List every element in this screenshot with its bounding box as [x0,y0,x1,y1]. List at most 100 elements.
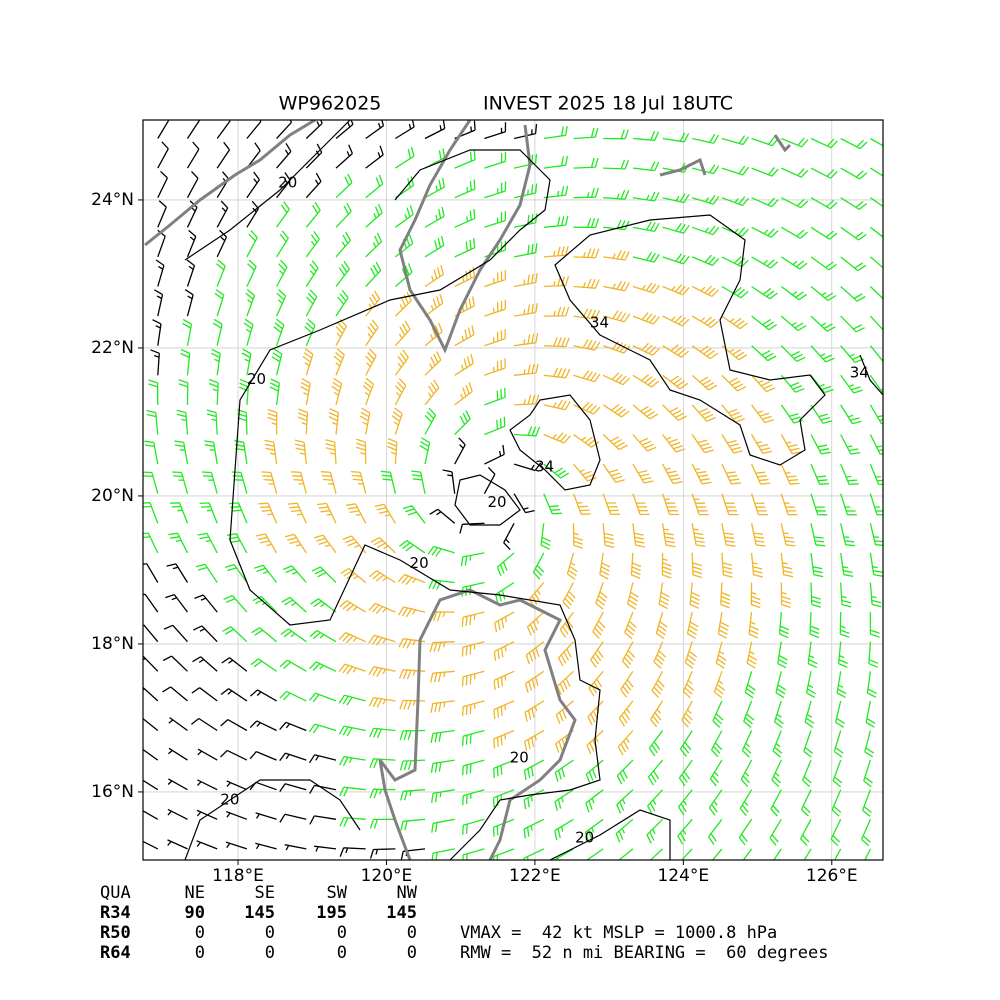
wind-barb [780,434,802,455]
wind-barb [269,378,281,405]
wind-barb [840,345,865,364]
wind-barb [721,165,750,176]
wind-barb [335,173,353,199]
wind-barb [280,628,307,643]
wind-barb [630,552,642,580]
wind-barb [513,493,535,514]
wind-barb [454,238,476,258]
wind-barb [780,404,804,424]
wind-barb [543,215,569,228]
wind-barb [869,582,882,608]
wind-barb [308,692,337,703]
wind-barb [750,493,768,516]
wind-barb [721,345,748,361]
wind-barb [865,700,876,728]
wind-barb [305,172,322,199]
wind-barb [162,655,188,672]
wind-barb [810,256,837,271]
wind-barb [191,687,218,702]
wind-barb [186,170,199,199]
wind-barb [810,315,836,332]
wind-barb [394,263,413,287]
table-cell: R64 [100,943,131,963]
wind-barb [632,374,660,388]
wind-barb [279,721,307,732]
wind-barb [746,641,758,669]
wind-barb [359,407,371,435]
wind-barb [751,256,779,269]
wind-barb [573,127,599,140]
wind-barb [840,493,857,516]
coastline [144,120,316,247]
wind-barb [493,729,515,749]
wind-barb [398,606,426,618]
wind-barb [810,434,831,455]
wind-barb [773,700,784,729]
wind-barb [255,533,278,554]
wind-barb [603,280,630,292]
wind-barb [276,201,290,228]
wind-barb [255,842,277,850]
y-tick-label: 18°N [91,634,134,654]
wind-barb [484,151,507,169]
wind-barb [840,286,866,302]
wind-barb [430,729,455,744]
wind-barb [772,730,783,758]
title-left: WP962025 [279,93,382,115]
wind-barb [368,696,396,708]
wind-barb [780,582,791,609]
wind-barb [287,502,307,524]
wind-barb [744,671,756,699]
wind-barb [691,493,709,516]
wind-barb [721,493,739,516]
wind-barb [163,624,188,643]
contour-label: 20 [247,370,266,388]
wind-barb [709,759,723,787]
wind-barb [870,226,883,238]
wind-barb [662,404,687,421]
wind-barb [809,612,820,639]
wind-barb [246,230,258,258]
wind-barb [282,565,307,583]
wind-barb [300,378,311,406]
wind-barb [710,730,723,758]
wind-barb [721,463,741,485]
wind-barb [573,218,600,229]
wind-barb [721,404,745,423]
wind-barb [331,377,343,406]
wind-barb [462,818,485,835]
grid [143,120,883,860]
wind-barb [461,670,485,687]
wind-barb [335,120,354,139]
wind-barb [780,226,808,239]
wind-barb [399,729,426,741]
wind-barb [250,658,277,672]
wind-barb [602,434,628,451]
wind-barb [624,611,637,640]
wind-barb [681,700,693,728]
wind-barb [621,641,636,669]
contour-label: 34 [535,458,554,476]
table-cell: 0 [265,923,275,943]
wind-barb [395,120,415,140]
wind-barb [157,120,170,139]
wind-barb [168,532,189,554]
wind-barb [368,602,396,615]
wind-barb [249,689,277,702]
wind-barb [186,259,196,287]
wind-barb [398,669,426,680]
wind-barb [484,211,507,228]
wind-barb [523,818,545,839]
wind-barb [143,624,159,643]
wind-barb [400,818,426,831]
wind-barb [184,289,194,317]
wind-barb [514,363,539,376]
wind-barb [157,170,168,198]
wind-barb [279,752,307,762]
wind-barb [781,167,809,178]
wind-barb [166,563,189,583]
wind-barb [721,374,747,392]
wind-barb [870,197,883,208]
wind-barb [429,508,456,524]
